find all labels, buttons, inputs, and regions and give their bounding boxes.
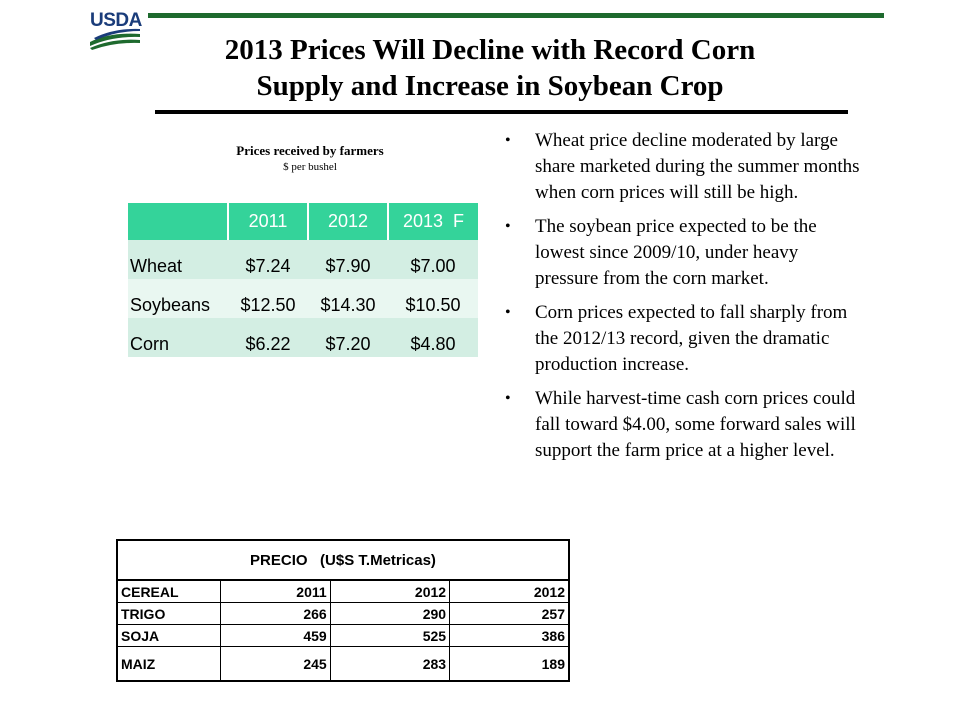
row-label: TRIGO — [116, 602, 222, 625]
price-table-title: Prices received by farmers — [236, 143, 384, 158]
metric-table-title-row: PRECIO (U$S T.Metricas) — [116, 539, 570, 581]
title-divider — [155, 110, 848, 114]
price-table-header-row: 2011 2012 2013 F — [128, 203, 478, 240]
row-label: Soybeans — [128, 279, 228, 318]
metric-header-cell: 2012 — [329, 579, 451, 603]
price-cell: $4.80 — [388, 318, 478, 357]
metric-table-header-row: CEREAL 2011 2012 2012 — [116, 579, 570, 603]
metric-cell: 257 — [449, 602, 570, 625]
price-header-cell — [128, 203, 228, 240]
price-cell: $10.50 — [388, 279, 478, 318]
metric-cell: 386 — [449, 624, 570, 647]
bullet-text: While harvest-time cash corn prices coul… — [535, 388, 856, 461]
bullet-list: • Wheat price decline moderated by large … — [505, 128, 865, 472]
metric-table-row: MAIZ 245 283 189 — [116, 646, 570, 682]
price-table-units: $ per bushel — [283, 161, 337, 173]
metric-cell: 245 — [220, 646, 331, 682]
price-cell: $12.50 — [228, 279, 308, 318]
usda-logo: USDA — [90, 10, 146, 50]
header-bar — [148, 13, 884, 18]
metric-table-row: TRIGO 266 290 257 — [116, 602, 570, 625]
bullet-dot-icon: • — [505, 304, 511, 321]
row-label: Wheat — [128, 240, 228, 279]
logo-field-icon — [90, 28, 140, 50]
bullet-text: Corn prices expected to fall sharply fro… — [535, 302, 848, 375]
row-label: Corn — [128, 318, 228, 357]
metric-cell: 459 — [220, 624, 331, 647]
price-cell: $7.90 — [308, 240, 388, 279]
bullet-item: • While harvest-time cash corn prices cou… — [505, 386, 865, 464]
price-header-cell: 2012 — [307, 203, 388, 240]
price-table-caption: Prices received by farmers $ per bushel — [195, 143, 425, 173]
bullet-text: The soybean price expected to be the low… — [535, 216, 817, 289]
metric-cell: 290 — [329, 602, 451, 625]
metric-cell: 283 — [329, 646, 451, 682]
metric-header-cell: 2012 — [449, 579, 570, 603]
metric-table-row: SOJA 459 525 386 — [116, 624, 570, 647]
price-table-row: Corn $6.22 $7.20 $4.80 — [128, 318, 478, 357]
metric-cell: 189 — [449, 646, 570, 682]
title-line-2: Supply and Increase in Soybean Crop — [256, 70, 724, 102]
metric-price-table: PRECIO (U$S T.Metricas) CEREAL 2011 2012… — [116, 539, 570, 682]
title-line-1: 2013 Prices Will Decline with Record Cor… — [224, 34, 756, 66]
price-table-row: Soybeans $12.50 $14.30 $10.50 — [128, 279, 478, 318]
bullet-dot-icon: • — [505, 132, 511, 149]
bullet-dot-icon: • — [505, 390, 511, 407]
bullet-item: • Wheat price decline moderated by large … — [505, 128, 865, 206]
metric-table-title: PRECIO (U$S T.Metricas) — [116, 539, 570, 581]
metric-header-cell: CEREAL — [116, 579, 222, 603]
price-cell: $7.20 — [308, 318, 388, 357]
price-cell: $7.24 — [228, 240, 308, 279]
price-header-cell: 2013 F — [387, 203, 478, 240]
logo-text: USDA — [90, 10, 142, 31]
bullet-dot-icon: • — [505, 218, 511, 235]
price-header-cell: 2011 — [227, 203, 308, 240]
price-cell: $14.30 — [308, 279, 388, 318]
price-cell: $7.00 — [388, 240, 478, 279]
bullet-item: • Corn prices expected to fall sharply fr… — [505, 300, 865, 378]
metric-header-cell: 2011 — [220, 579, 331, 603]
price-cell: $6.22 — [228, 318, 308, 357]
row-label: MAIZ — [116, 646, 222, 682]
slide-title: 2013 Prices Will Decline with Record Cor… — [160, 32, 820, 104]
price-table: 2011 2012 2013 F Wheat $7.24 $7.90 $7.00… — [128, 203, 478, 357]
metric-cell: 525 — [329, 624, 451, 647]
price-table-row: Wheat $7.24 $7.90 $7.00 — [128, 240, 478, 279]
bullet-text: Wheat price decline moderated by large s… — [535, 130, 860, 203]
metric-cell: 266 — [220, 602, 331, 625]
bullet-item: • The soybean price expected to be the lo… — [505, 214, 865, 292]
row-label: SOJA — [116, 624, 222, 647]
